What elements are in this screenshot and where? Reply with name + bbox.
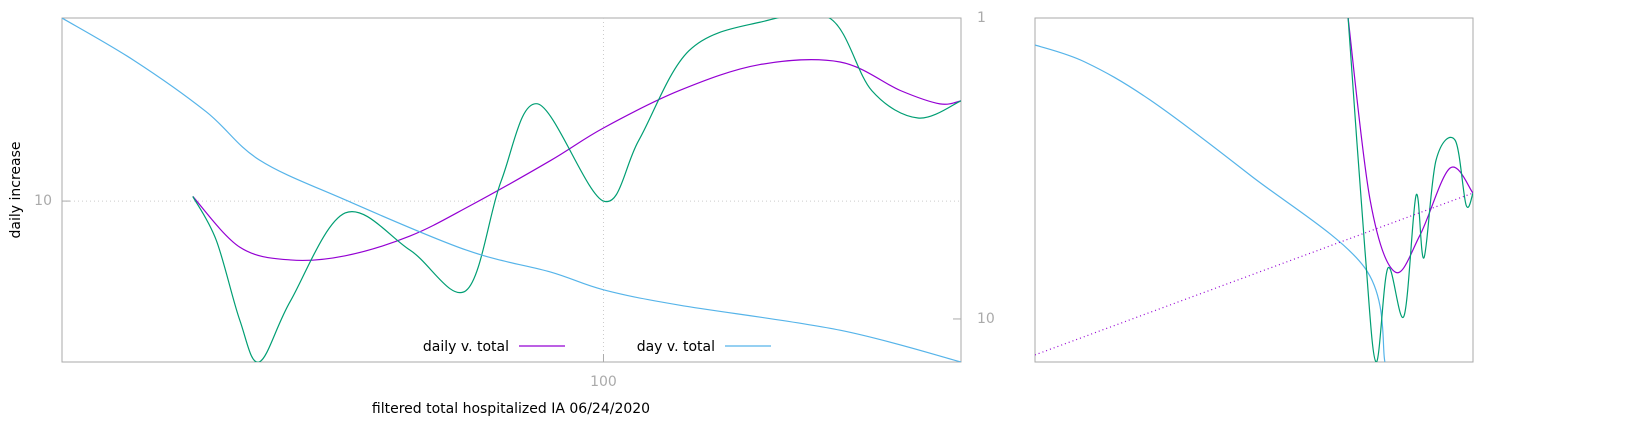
plot-frame [61,17,962,363]
legend-label: daily v. total [423,339,509,355]
data-line [62,18,961,362]
data-line [1035,192,1473,356]
data-line [192,59,961,262]
y-tick-label: 10 [34,193,52,209]
y2-tick-label: 1 [977,10,986,26]
x-axis-label: filtered total hospitalized IA 06/24/202… [372,401,650,417]
data-line [1347,18,1473,274]
plot-frame [1034,17,1474,363]
x-tick-label: 100 [590,374,617,390]
y-axis-label: daily increase [8,142,24,239]
y2-tick-label: 10 [977,311,995,327]
legend-label: day v. total [637,339,715,355]
data-line [192,18,961,362]
data-line [1347,18,1473,362]
data-line [1035,44,1386,362]
